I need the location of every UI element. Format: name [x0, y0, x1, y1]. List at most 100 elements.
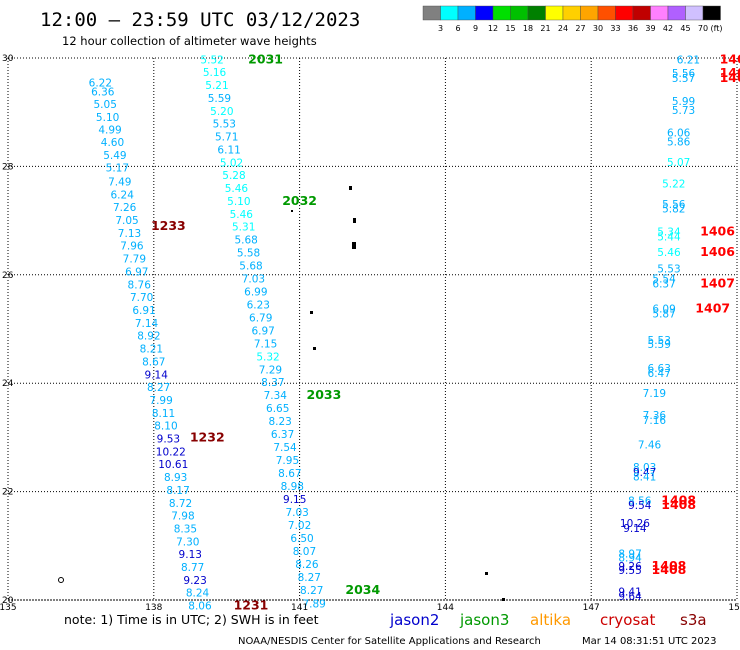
legend-swatch: [510, 5, 529, 21]
swh-value: 7.36: [643, 410, 667, 422]
x-tick-label: 144: [437, 603, 454, 613]
swh-value: 7.30: [176, 536, 199, 548]
swh-value: 6.37: [271, 429, 294, 441]
swh-value: 5.57: [672, 73, 695, 85]
island-mark: [353, 218, 356, 223]
swh-value: 8.26: [295, 559, 319, 571]
y-tick-label: 30: [2, 54, 14, 64]
swh-value: 9.26: [618, 561, 642, 573]
axis-ticks: 135 138 141 144 147 150 20 22 24 26 28 30: [0, 54, 740, 613]
swh-value: 8.23: [268, 416, 291, 428]
x-tick-label: 147: [583, 603, 600, 613]
legend-label: 9: [473, 24, 478, 33]
legend-label: 6: [455, 24, 460, 33]
swh-value: 8.21: [140, 344, 163, 356]
swh-value: 7.13: [118, 228, 141, 240]
swh-value: 8.17: [166, 485, 189, 497]
x-tick-label: 150: [728, 603, 740, 613]
swh-value: 9.14: [623, 523, 647, 535]
pass-number: 1233: [151, 218, 186, 233]
swh-value: 8.72: [169, 498, 192, 510]
swh-value: 7.02: [288, 520, 311, 532]
swh-value: 8.07: [293, 546, 316, 558]
swh-value: 8.92: [137, 331, 160, 343]
legend-label: 15: [505, 24, 515, 33]
swh-value: 6.36: [91, 87, 115, 99]
pass-number: 1405: [720, 65, 740, 80]
note-text: note: 1) Time is in UTC; 2) SWH is in fe…: [64, 612, 319, 627]
chart-subtitle: 12 hour collection of altimeter wave hei…: [62, 34, 317, 48]
legend-unit: (ft): [711, 24, 723, 33]
swh-value: 8.10: [154, 420, 177, 432]
legend-label: 45: [680, 24, 690, 33]
legend-swatch: [597, 5, 616, 21]
swh-value: 5.22: [662, 179, 685, 191]
pass-number: 1407: [700, 275, 735, 290]
swh-value: 6.06: [667, 127, 691, 139]
swh-value: 5.87: [652, 308, 675, 320]
y-tick-label: 20: [2, 596, 14, 606]
swh-value: 5.56: [672, 68, 696, 80]
swh-value: 7.96: [120, 241, 144, 253]
swh-value: 5.53: [657, 263, 680, 275]
swh-value: 5.07: [667, 157, 690, 169]
pass-number: 1232: [190, 429, 225, 444]
swh-value: 5.02: [220, 158, 243, 170]
swh-value: 6.65: [266, 403, 289, 415]
swh-value: 5.46: [657, 247, 681, 259]
swh-value: 6.97: [125, 267, 148, 279]
swh-value: 7.70: [130, 292, 153, 304]
swh-value: 9.55: [618, 565, 641, 577]
satellite-name: altika: [530, 611, 571, 629]
swh-value: 9.41: [618, 586, 641, 598]
swh-value: 5.53: [648, 335, 671, 347]
swh-value: 7.98: [171, 510, 194, 522]
x-tick-label: 135: [0, 603, 17, 613]
swh-value: 9.64: [618, 591, 642, 603]
y-tick-label: 28: [2, 162, 14, 172]
legend-swatch: [685, 5, 704, 21]
legend-swatch: [562, 5, 581, 21]
swh-value: 9.54: [628, 500, 652, 512]
pass-number: 1406: [700, 223, 735, 238]
swh-value: 5.20: [210, 106, 233, 118]
swh-value: 9.23: [183, 575, 206, 587]
swh-value: 4.99: [98, 125, 121, 137]
swh-value: 7.15: [254, 339, 277, 351]
legend-swatch: [615, 5, 634, 21]
island-mark: [313, 347, 316, 350]
swh-value: 5.54: [652, 274, 676, 286]
island-mark: [291, 210, 293, 212]
swh-value: 9.14: [145, 370, 169, 382]
pass-labels: 1233123212312031203220332034140514051406…: [151, 52, 740, 613]
swh-value: 6.99: [244, 287, 267, 299]
swh-value: 5.68: [239, 261, 262, 273]
swh-value: 5.58: [237, 248, 260, 260]
swh-value: 8.56: [628, 495, 652, 507]
swh-value: 5.86: [667, 136, 691, 148]
swh-value: 5.16: [203, 67, 227, 79]
legend-label: 12: [488, 24, 498, 33]
swh-value: 7.03: [285, 507, 308, 519]
legend-label: 18: [523, 24, 533, 33]
swh-value: 5.32: [256, 352, 279, 364]
legend-swatch: [702, 5, 721, 21]
legend-swatch: [650, 5, 669, 21]
plot-grid: [7, 57, 738, 601]
swh-value: 8.67: [142, 357, 165, 369]
legend-swatch: [527, 5, 546, 21]
y-tick-label: 22: [2, 488, 13, 498]
island-mark: [485, 572, 488, 575]
swh-value: 8.67: [278, 468, 301, 480]
legend-label: 27: [575, 24, 585, 33]
swh-value: 6.47: [648, 368, 671, 380]
legend-label: 36: [628, 24, 638, 33]
swh-value: 5.68: [234, 235, 257, 247]
pass-number: 2034: [345, 582, 380, 597]
island-markers: [58, 186, 505, 601]
chart-title: 12:00 — 23:59 UTC 03/12/2023: [40, 9, 360, 31]
pass-number: 1405: [720, 52, 740, 67]
swh-value: 7.46: [638, 439, 662, 451]
pass-number: 1408: [652, 558, 687, 573]
